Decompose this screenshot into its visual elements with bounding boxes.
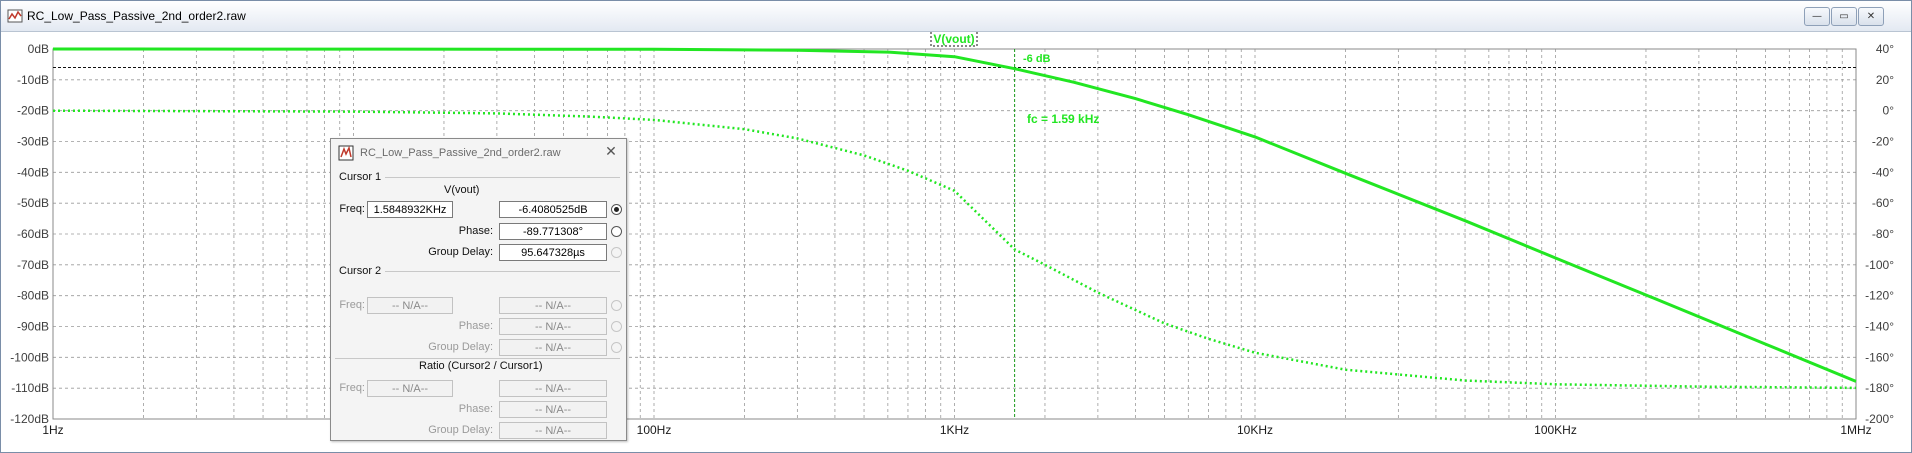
- y-tick-label-left: -30dB: [17, 135, 49, 149]
- y-tick-label-right: -100°: [1865, 258, 1894, 272]
- y-tick-label-right: -80°: [1872, 227, 1894, 241]
- ratio-group-delay-field[interactable]: -- N/A--: [499, 422, 607, 439]
- magnitude-trace[interactable]: [52, 47, 1857, 383]
- cursor2-group-delay-label: Group Delay:: [428, 341, 493, 353]
- ratio-mag-field[interactable]: -- N/A--: [499, 380, 607, 397]
- y-tick-label-right: -20°: [1872, 135, 1894, 149]
- y-tick-label-left: -120dB: [10, 412, 49, 426]
- cursor-dialog-title: RC_Low_Pass_Passive_2nd_order2.raw: [360, 147, 561, 159]
- y-tick-label-right: -60°: [1872, 196, 1894, 210]
- y-tick-label-left: -50dB: [17, 196, 49, 210]
- trace-label-box: [930, 32, 978, 47]
- y-tick-label-left: -70dB: [17, 258, 49, 272]
- annotation-fc: fc = 1.59 kHz: [1027, 112, 1099, 126]
- y-tick-label-left: -10dB: [17, 73, 49, 87]
- y-tick-label-left: -60dB: [17, 227, 49, 241]
- axis-tick-labels: 0dB -10dB -20dB -30dB -40dB -50dB -60dB -70dB -8…: [10, 42, 1894, 437]
- x-tick-label: 1Hz: [42, 423, 63, 437]
- trace-label[interactable]: V(vout): [933, 32, 974, 46]
- maximize-button[interactable]: ▭: [1831, 7, 1857, 26]
- cursor2-mag-radio[interactable]: [611, 300, 622, 311]
- cursor2-freq-label: Freq:: [339, 299, 365, 311]
- radio-selected-dot: [614, 207, 619, 212]
- close-button[interactable]: ✕: [1858, 7, 1884, 26]
- cursor1-mag-field[interactable]: -6.4080525dB: [499, 201, 607, 218]
- annotation-6db: -6 dB: [1023, 53, 1051, 65]
- trace-group[interactable]: [52, 47, 1857, 390]
- y-tick-label-left: -40dB: [17, 165, 49, 179]
- ltspice-icon: [338, 145, 354, 161]
- bode-plot[interactable]: 0dB -10dB -20dB -30dB -40dB -50dB -60dB -70dB -8…: [1, 32, 1911, 452]
- cursor1-freq-field[interactable]: 1.5848932KHz: [367, 201, 453, 218]
- cursor2-phase-field[interactable]: -- N/A--: [499, 318, 607, 335]
- x-tick-label: 10KHz: [1237, 423, 1273, 437]
- cursor2-phase-label: Phase:: [458, 320, 493, 332]
- x-tick-label: 1MHz: [1840, 423, 1871, 437]
- ratio-phase-field[interactable]: -- N/A--: [499, 401, 607, 418]
- cursor-dialog-title-bar[interactable]: RC_Low_Pass_Passive_2nd_order2.raw ✕: [331, 139, 626, 167]
- cursor-dialog[interactable]: RC_Low_Pass_Passive_2nd_order2.raw ✕ Cur…: [330, 138, 627, 441]
- plot-background: [1, 32, 1911, 452]
- cursor1-mag-radio[interactable]: [611, 204, 622, 215]
- phase-trace[interactable]: [52, 109, 1857, 390]
- ratio-freq-label: Freq:: [339, 382, 365, 394]
- y-tick-label-right: -40°: [1872, 165, 1894, 179]
- y-tick-label-right: 0°: [1883, 104, 1895, 118]
- cursor1-group-delay-field[interactable]: 95.647328µs: [499, 244, 607, 261]
- cursor-markers: [53, 49, 1856, 419]
- cursor1-phase-field[interactable]: -89.771308°: [499, 223, 607, 240]
- cursor1-group-delay-label: Group Delay:: [428, 246, 493, 258]
- y-tick-label-right: -180°: [1865, 381, 1894, 395]
- ratio-phase-label: Phase:: [458, 403, 493, 415]
- window-title: RC_Low_Pass_Passive_2nd_order2.raw: [27, 9, 246, 23]
- cursor2-group-delay-field[interactable]: -- N/A--: [499, 339, 607, 356]
- cursor2-header: Cursor 2: [339, 265, 382, 277]
- y-tick-label-left: -100dB: [10, 350, 49, 364]
- cursor1-freq-label: Freq:: [339, 203, 365, 215]
- ratio-group-delay-label: Group Delay:: [428, 424, 493, 436]
- cursor2-mag-field[interactable]: -- N/A--: [499, 297, 607, 314]
- y-tick-label-left: -80dB: [17, 289, 49, 303]
- y-tick-label-right: -120°: [1865, 289, 1894, 303]
- ratio-freq-field[interactable]: -- N/A--: [367, 380, 453, 397]
- x-tick-label: 100KHz: [1534, 423, 1577, 437]
- ratio-header: Ratio (Cursor2 / Cursor1): [419, 360, 543, 372]
- title-bar[interactable]: RC_Low_Pass_Passive_2nd_order2.raw — ▭ ✕: [1, 1, 1911, 32]
- cursor2-freq-field[interactable]: -- N/A--: [367, 297, 453, 314]
- close-icon[interactable]: ✕: [605, 144, 617, 160]
- divider: [385, 271, 620, 272]
- x-tick-label: 100Hz: [637, 423, 672, 437]
- y-tick-label-right: -160°: [1865, 350, 1894, 364]
- divider: [335, 358, 620, 359]
- y-tick-label-right: -140°: [1865, 320, 1894, 334]
- x-tick-label: 1KHz: [940, 423, 969, 437]
- cursor1-trace-name: V(vout): [444, 184, 480, 196]
- cursor1-phase-radio[interactable]: [611, 226, 622, 237]
- cursor1-header: Cursor 1: [339, 171, 382, 183]
- waveform-app-icon: [7, 9, 23, 23]
- cursor2-group-delay-radio[interactable]: [611, 342, 622, 353]
- plot-frame: [52, 48, 1857, 420]
- y-tick-label-right: 40°: [1876, 42, 1894, 56]
- y-tick-label-left: -90dB: [17, 320, 49, 334]
- y-tick-label-left: -110dB: [11, 381, 49, 395]
- cursor2-phase-radio[interactable]: [611, 321, 622, 332]
- divider: [385, 177, 620, 178]
- cursor1-group-delay-radio[interactable]: [611, 247, 622, 258]
- y-tick-label-left: 0dB: [28, 42, 49, 56]
- minimize-button[interactable]: —: [1804, 7, 1830, 26]
- cursor1-phase-label: Phase:: [458, 225, 493, 237]
- y-tick-label-left: -20dB: [17, 104, 49, 118]
- y-tick-label-right: -200°: [1865, 412, 1894, 426]
- y-tick-label-right: 20°: [1876, 73, 1894, 87]
